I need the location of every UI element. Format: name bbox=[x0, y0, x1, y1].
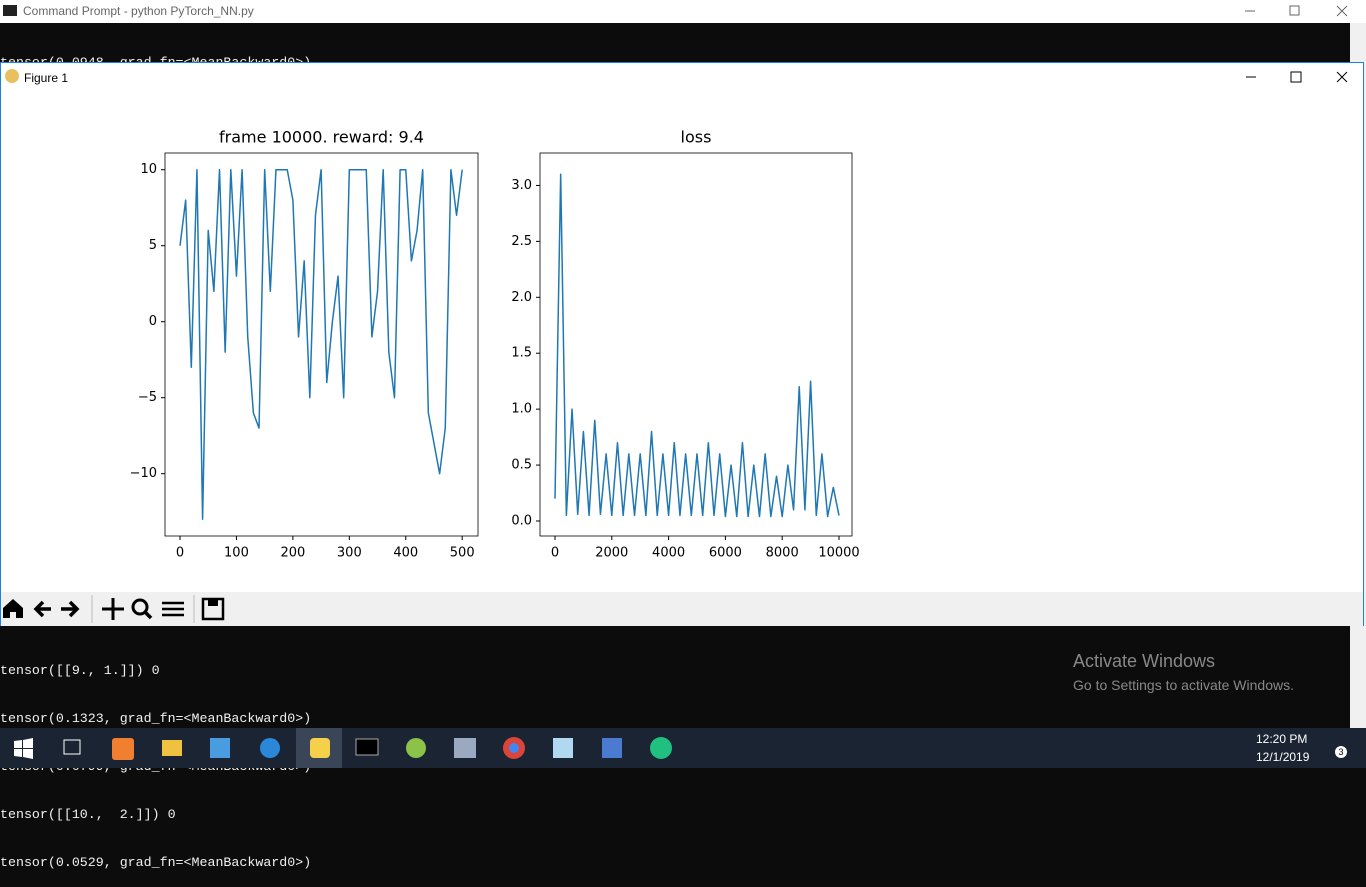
figure-icon bbox=[5, 69, 19, 83]
clock-time[interactable]: 12:20 PM bbox=[1256, 732, 1308, 746]
console-line: tensor(0.1323, grad_fn=<MeanBackward0>) bbox=[0, 711, 312, 726]
console-line: tensor(0.0529, grad_fn=<MeanBackward0>) bbox=[0, 855, 312, 870]
console-title: Command Prompt - python PyTorch_NN.py bbox=[23, 4, 254, 18]
notification-count[interactable]: 3 bbox=[1335, 746, 1347, 758]
window-controls[interactable] bbox=[1230, 0, 1366, 23]
console-titlebar: Command Prompt - python PyTorch_NN.py bbox=[0, 0, 1366, 23]
watermark-title: Activate Windows bbox=[1073, 651, 1216, 671]
console-icon bbox=[3, 5, 17, 16]
console-line: tensor([[9., 1.]]) 0 bbox=[0, 663, 160, 678]
watermark-subtitle: Go to Settings to activate Windows. bbox=[1073, 677, 1294, 693]
toolbar-icons[interactable] bbox=[1, 592, 241, 626]
taskbar-icons[interactable] bbox=[0, 728, 700, 768]
toolbar bbox=[1, 592, 1363, 626]
figure-title: Figure 1 bbox=[24, 71, 69, 85]
clock-date[interactable]: 12/1/2019 bbox=[1256, 750, 1310, 764]
taskbar: 12:20 PM 12/1/2019 3 bbox=[0, 728, 1366, 768]
figure-window: Figure 1 bbox=[0, 62, 1364, 626]
window-controls[interactable] bbox=[1227, 63, 1363, 91]
console-line: tensor([[10., 2.]]) 0 bbox=[0, 807, 176, 822]
